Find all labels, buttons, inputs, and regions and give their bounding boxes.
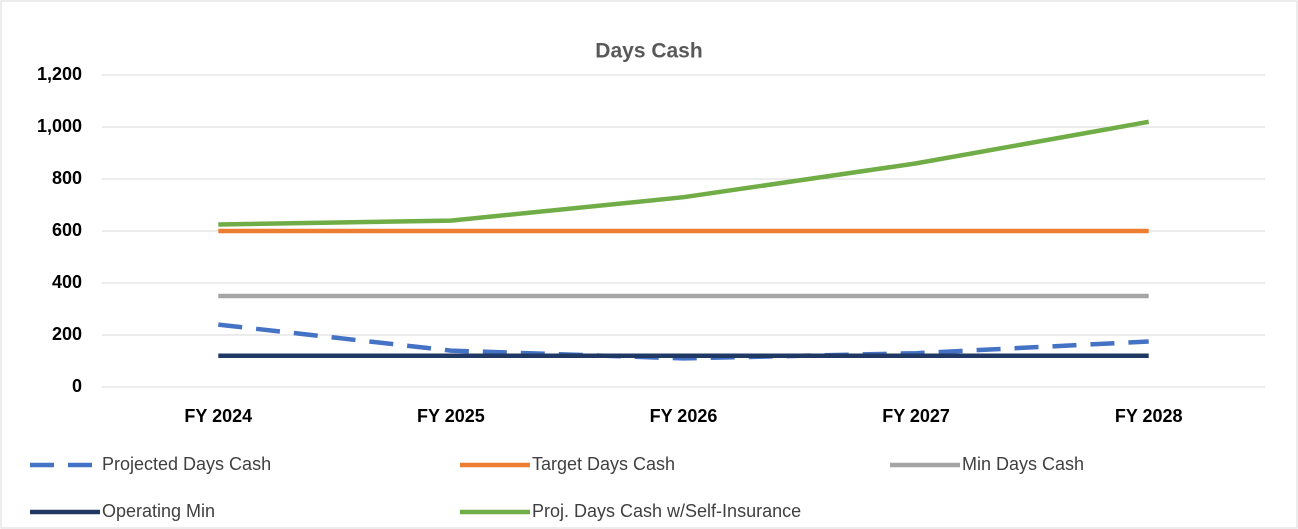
x-tick-label: FY 2025 [417,406,485,426]
x-tick-label: FY 2026 [650,406,718,426]
legend-label: Projected Days Cash [102,454,271,474]
legend-label: Target Days Cash [532,454,675,474]
y-tick-label: 1,200 [37,64,82,84]
data-line [218,322,1149,361]
x-tick-label: FY 2028 [1115,406,1183,426]
legend-label: Proj. Days Cash w/Self-Insurance [532,501,801,521]
y-tick-label: 800 [52,168,82,188]
y-tick-label: 0 [72,376,82,396]
legend-label: Operating Min [102,501,215,521]
y-tick-label: 600 [52,220,82,240]
y-tick-label: 400 [52,272,82,292]
x-tick-label: FY 2024 [184,406,252,426]
y-tick-label: 1,000 [37,116,82,136]
x-tick-label: FY 2027 [882,406,950,426]
data-line [218,119,1150,227]
chart-title: Days Cash [595,40,702,63]
legend-label: Min Days Cash [962,454,1084,474]
y-tick-label: 200 [52,324,82,344]
